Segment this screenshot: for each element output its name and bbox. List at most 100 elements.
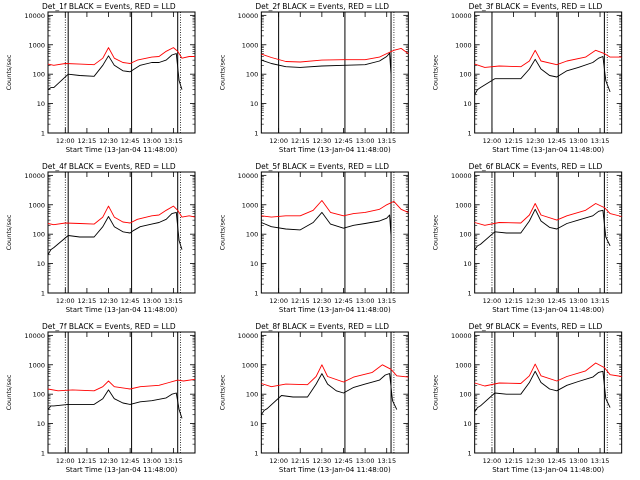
series-line-events [47, 211, 183, 255]
x-tick-label: 13:15 [591, 297, 610, 305]
x-tick-label: 13:15 [164, 137, 183, 145]
y-tick-label: 10000 [238, 332, 259, 340]
x-tick-label: 13:15 [591, 457, 610, 465]
panel-1: Det_1f BLACK = Events, RED = LLD Counts/s… [5, 2, 196, 154]
y-tick-label: 100 [459, 391, 471, 399]
y-axis-label: Counts/sec [432, 54, 440, 90]
y-tick-label: 10 [37, 260, 45, 268]
x-tick-label: 12:30 [312, 457, 331, 465]
y-tick-label: 1 [468, 450, 472, 458]
y-tick-label: 1 [468, 290, 472, 298]
x-tick-label: 12:00 [56, 457, 75, 465]
x-tick-label: 12:15 [78, 297, 97, 305]
panel-5: Det_5f BLACK = Events, RED = LLD Counts/s… [218, 162, 409, 314]
y-tick-label: 1 [254, 290, 258, 298]
x-tick-label: 12:45 [547, 137, 566, 145]
y-tick-label: 1 [254, 130, 258, 138]
series-line-lld [261, 47, 409, 63]
series-line-events [474, 208, 611, 250]
x-tick-label: 12:30 [99, 137, 118, 145]
x-axis-label: Start Time (13-Jan-04 11:48:00) [279, 466, 391, 474]
y-tick-label: 10 [463, 420, 471, 428]
x-tick-label: 12:45 [121, 457, 140, 465]
x-tick-label: 12:15 [78, 457, 97, 465]
y-tick-label: 100 [33, 391, 45, 399]
panel-title: Det_6f BLACK = Events, RED = LLD [469, 162, 603, 171]
panel-7: Det_7f BLACK = Events, RED = LLD Counts/s… [5, 322, 196, 474]
x-axis-label: Start Time (13-Jan-04 11:48:00) [66, 306, 178, 314]
y-tick-label: 100 [459, 71, 471, 79]
series-line-lld [261, 200, 409, 218]
series-line-lld [474, 49, 622, 68]
y-axis-label: Counts/sec [5, 54, 13, 90]
y-tick-label: 100 [246, 71, 258, 79]
plot-frame [260, 171, 409, 294]
x-tick-label: 12:30 [526, 457, 545, 465]
x-tick-label: 13:00 [569, 137, 588, 145]
y-tick-label: 1000 [455, 41, 472, 49]
y-tick-label: 10000 [451, 332, 472, 340]
plot-frame [474, 331, 623, 454]
series-line-events [260, 373, 398, 415]
y-tick-label: 10000 [24, 332, 45, 340]
plot-frame [474, 171, 623, 294]
panel-4: Det_4f BLACK = Events, RED = LLD Counts/s… [5, 162, 196, 314]
y-tick-label: 100 [246, 391, 258, 399]
x-tick-label: 13:00 [356, 137, 375, 145]
y-tick-label: 1000 [455, 201, 472, 209]
y-axis-label: Counts/sec [5, 374, 13, 410]
plot-frame [47, 11, 196, 134]
x-tick-label: 12:45 [121, 297, 140, 305]
y-tick-label: 100 [459, 231, 471, 239]
x-tick-label: 12:30 [99, 297, 118, 305]
y-tick-label: 1 [468, 130, 472, 138]
x-axis-label: Start Time (13-Jan-04 11:48:00) [66, 466, 178, 474]
series-line-events [47, 389, 183, 419]
x-tick-label: 12:30 [99, 457, 118, 465]
y-axis-label: Counts/sec [218, 54, 226, 90]
panel-title: Det_1f BLACK = Events, RED = LLD [42, 2, 176, 11]
y-tick-label: 10000 [238, 172, 259, 180]
y-tick-label: 100 [33, 231, 45, 239]
series-line-lld [47, 47, 195, 66]
x-tick-label: 12:00 [56, 297, 75, 305]
x-tick-label: 12:30 [312, 137, 331, 145]
y-tick-label: 10000 [238, 12, 259, 20]
panel-8: Det_8f BLACK = Events, RED = LLD Counts/s… [218, 322, 409, 474]
y-tick-label: 1 [254, 450, 258, 458]
x-tick-label: 12:30 [526, 137, 545, 145]
y-tick-label: 1 [41, 450, 45, 458]
series-line-events [47, 53, 183, 90]
x-tick-label: 12:30 [526, 297, 545, 305]
panel-title: Det_2f BLACK = Events, RED = LLD [255, 2, 389, 11]
x-tick-label: 13:15 [377, 137, 396, 145]
panel-title: Det_7f BLACK = Events, RED = LLD [42, 322, 176, 331]
x-tick-label: 13:00 [569, 457, 588, 465]
panel-title: Det_4f BLACK = Events, RED = LLD [42, 162, 176, 171]
x-tick-label: 12:45 [547, 457, 566, 465]
plot-frame [260, 11, 409, 134]
y-tick-label: 1000 [455, 361, 472, 369]
plot-frame [474, 11, 623, 134]
y-axis-label: Counts/sec [432, 214, 440, 250]
panel-2: Det_2f BLACK = Events, RED = LLD Counts/s… [218, 2, 409, 154]
x-tick-label: 12:15 [78, 137, 97, 145]
x-tick-label: 12:15 [504, 457, 523, 465]
x-tick-label: 13:15 [377, 297, 396, 305]
series-line-events [261, 211, 392, 236]
x-tick-label: 12:00 [483, 457, 502, 465]
x-tick-label: 12:45 [334, 457, 353, 465]
x-tick-label: 13:15 [591, 137, 610, 145]
panel-3: Det_3f BLACK = Events, RED = LLD Counts/s… [432, 2, 623, 154]
y-tick-label: 1000 [28, 361, 45, 369]
y-tick-label: 10000 [451, 172, 472, 180]
x-tick-label: 12:15 [291, 457, 310, 465]
x-tick-label: 13:00 [142, 457, 161, 465]
y-axis-label: Counts/sec [218, 374, 226, 410]
x-tick-label: 13:00 [356, 457, 375, 465]
y-axis-label: Counts/sec [218, 214, 226, 250]
x-tick-label: 13:15 [377, 457, 396, 465]
x-tick-label: 12:00 [56, 137, 75, 145]
y-tick-label: 10 [37, 100, 45, 108]
